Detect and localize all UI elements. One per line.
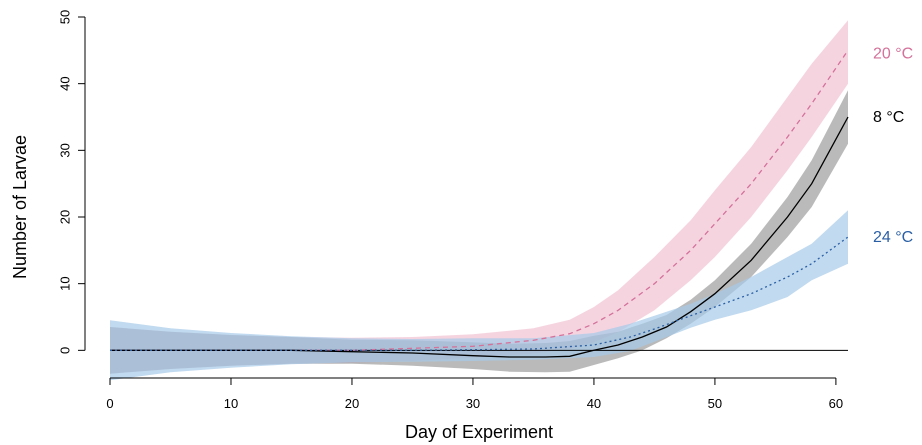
y-tick-label: 30 [58,143,73,157]
y-tick-label: 50 [58,10,73,24]
y-tick-label: 20 [58,210,73,224]
x-tick-label: 30 [466,396,480,411]
series-label-8-c: 8 °C [873,109,904,126]
y-tick-label: 0 [58,347,73,354]
y-tick-label: 10 [58,276,73,290]
x-tick-label: 40 [587,396,601,411]
x-tick-label: 50 [708,396,722,411]
y-axis: 0 10 20 30 40 50 [58,10,86,354]
line-8-c [110,116,849,358]
line-24-c [110,236,849,351]
x-tick-label: 20 [345,396,359,411]
x-axis: 0 10 20 30 40 50 60 [106,377,843,411]
x-tick-label: 10 [224,396,238,411]
x-tick-label: 0 [106,396,113,411]
y-tick-label: 40 [58,76,73,90]
series-labels: 20 °C 8 °C 24 °C [873,45,913,246]
band-20-c [110,20,848,374]
x-tick-label: 60 [829,396,843,411]
confidence-bands [110,20,848,381]
series-label-24-c: 24 °C [873,229,913,246]
band-24-c [110,210,848,381]
y-axis-title: Number of Larvae [10,135,30,279]
series-lines [110,49,849,358]
series-label-20-c: 20 °C [873,45,913,62]
x-axis-title: Day of Experiment [405,422,553,442]
